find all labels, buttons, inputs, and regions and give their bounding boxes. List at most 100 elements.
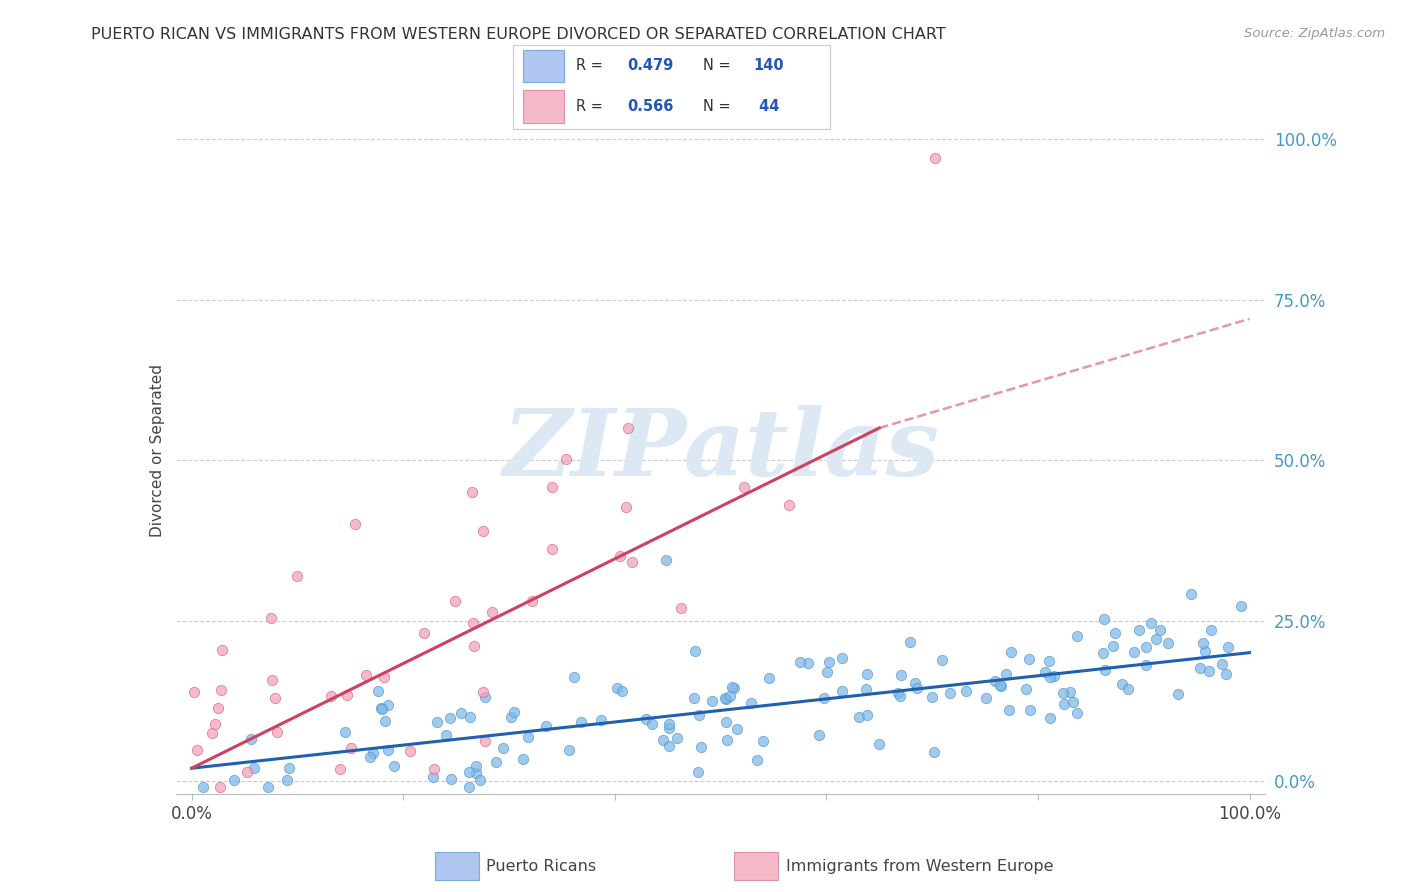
Point bbox=[702, 693, 724, 707]
Point bbox=[422, 770, 444, 784]
Point bbox=[974, 690, 997, 705]
Point bbox=[460, 709, 482, 723]
Text: 0.566: 0.566 bbox=[627, 99, 673, 114]
Point bbox=[1066, 628, 1088, 642]
Point bbox=[994, 667, 1017, 681]
Point bbox=[361, 746, 384, 760]
Point bbox=[721, 680, 744, 694]
Point bbox=[1066, 706, 1088, 721]
Text: PUERTO RICAN VS IMMIGRANTS FROM WESTERN EUROPE DIVORCED OR SEPARATED CORRELATION: PUERTO RICAN VS IMMIGRANTS FROM WESTERN … bbox=[91, 27, 946, 42]
Text: 44: 44 bbox=[754, 99, 779, 114]
Point bbox=[1102, 640, 1125, 654]
Point bbox=[733, 480, 755, 494]
Text: Immigrants from Western Europe: Immigrants from Western Europe bbox=[786, 859, 1053, 873]
Point bbox=[725, 722, 748, 736]
Point bbox=[503, 705, 526, 719]
Point bbox=[714, 714, 737, 729]
Point bbox=[239, 731, 262, 746]
Point bbox=[903, 676, 925, 690]
Point bbox=[512, 752, 534, 766]
Point bbox=[808, 728, 831, 742]
Point bbox=[614, 500, 637, 515]
Point bbox=[813, 691, 835, 706]
Point bbox=[209, 682, 232, 697]
Point bbox=[683, 643, 706, 657]
Point bbox=[997, 703, 1019, 717]
Point bbox=[1039, 711, 1062, 725]
Point bbox=[831, 650, 853, 665]
Point bbox=[1211, 657, 1233, 672]
Y-axis label: Divorced or Separated: Divorced or Separated bbox=[149, 364, 165, 537]
Point bbox=[589, 713, 612, 727]
Point bbox=[752, 734, 775, 748]
Point bbox=[1015, 681, 1038, 696]
Point bbox=[339, 741, 361, 756]
Point bbox=[1043, 669, 1066, 683]
Point bbox=[1111, 676, 1133, 690]
Point bbox=[444, 594, 467, 608]
Point bbox=[924, 152, 946, 166]
Point bbox=[374, 714, 396, 728]
Point bbox=[426, 714, 449, 729]
Point bbox=[236, 764, 259, 779]
Point bbox=[723, 681, 745, 696]
Bar bbox=[436, 852, 478, 880]
Point bbox=[718, 689, 741, 703]
Point bbox=[922, 745, 945, 759]
Bar bbox=[523, 90, 564, 122]
Point bbox=[652, 732, 675, 747]
Point bbox=[329, 763, 352, 777]
Point bbox=[831, 684, 853, 698]
Point bbox=[1092, 612, 1115, 626]
Point bbox=[439, 710, 461, 724]
Point bbox=[1139, 616, 1161, 631]
Point bbox=[541, 541, 564, 556]
Point bbox=[939, 686, 962, 700]
Point bbox=[439, 772, 461, 787]
Text: R =: R = bbox=[576, 99, 607, 114]
Point bbox=[471, 524, 494, 538]
Point bbox=[398, 744, 420, 758]
Text: R =: R = bbox=[576, 58, 607, 73]
Point bbox=[481, 605, 503, 619]
Point bbox=[499, 709, 522, 723]
Point bbox=[464, 759, 486, 773]
Point bbox=[211, 642, 233, 657]
Point bbox=[716, 691, 738, 706]
Point bbox=[745, 753, 768, 767]
Point bbox=[778, 498, 800, 512]
Point bbox=[186, 743, 208, 757]
Point bbox=[492, 740, 515, 755]
Point bbox=[1104, 625, 1126, 640]
Point bbox=[260, 611, 283, 625]
Point bbox=[1135, 640, 1157, 654]
Point bbox=[665, 731, 688, 745]
Point bbox=[617, 421, 640, 435]
Point bbox=[463, 640, 485, 654]
Point bbox=[204, 716, 226, 731]
Point bbox=[1053, 697, 1076, 711]
Point bbox=[485, 755, 508, 769]
Point bbox=[276, 772, 298, 787]
Point bbox=[183, 685, 205, 699]
Point bbox=[335, 724, 357, 739]
Point bbox=[688, 765, 710, 780]
Point bbox=[522, 593, 544, 607]
Point bbox=[1052, 686, 1074, 700]
Point bbox=[855, 707, 877, 722]
Point bbox=[222, 773, 245, 788]
Point bbox=[243, 761, 266, 775]
Point bbox=[1191, 635, 1213, 649]
Point bbox=[955, 683, 977, 698]
Point bbox=[1144, 632, 1167, 646]
Point bbox=[688, 707, 710, 722]
Point bbox=[474, 733, 496, 747]
Point bbox=[1149, 623, 1171, 637]
Point bbox=[1018, 652, 1040, 666]
Point bbox=[319, 690, 342, 704]
Point bbox=[658, 717, 681, 731]
Point bbox=[887, 686, 910, 700]
Point bbox=[921, 690, 943, 705]
Point bbox=[1216, 640, 1239, 654]
Point bbox=[558, 743, 581, 757]
